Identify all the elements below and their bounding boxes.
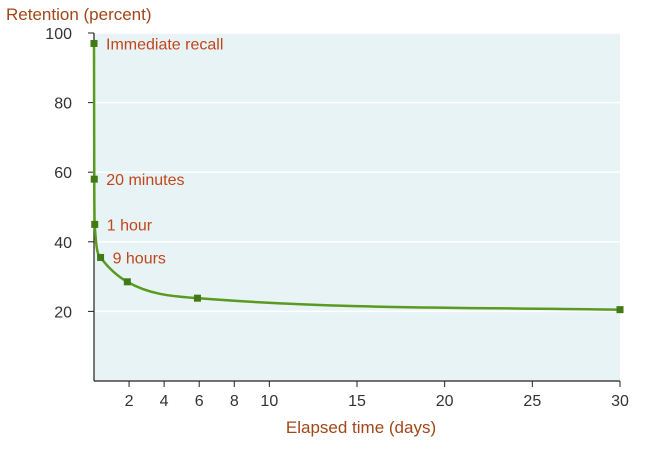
plot-background — [94, 33, 620, 381]
annotation-label: Immediate recall — [106, 36, 223, 53]
annotation-label: 1 hour — [107, 217, 153, 234]
data-point-marker — [90, 175, 98, 183]
x-tick-label: 15 — [348, 393, 366, 410]
y-tick-label: 60 — [54, 165, 72, 182]
x-tick-label: 6 — [195, 393, 204, 410]
annotations: Immediate recall 20 minutes 1 hour 9 hours — [106, 36, 223, 267]
x-tick-label: 8 — [230, 393, 239, 410]
data-point-marker — [97, 253, 105, 261]
y-tick-label: 20 — [54, 304, 72, 321]
x-tick-label: 25 — [523, 393, 541, 410]
x-tick-label: 10 — [260, 393, 278, 410]
x-tick-label: 30 — [611, 393, 629, 410]
x-tick-label: 2 — [125, 393, 134, 410]
x-tick-label: 4 — [160, 393, 169, 410]
data-point-marker — [616, 306, 624, 314]
x-axis-title: Elapsed time (days) — [286, 418, 436, 437]
y-axis-title: Retention (percent) — [6, 5, 152, 24]
data-point-marker — [90, 39, 98, 47]
y-tick-label: 100 — [45, 26, 72, 43]
tick-labels: 20 40 60 80 100 2 4 6 8 10 15 20 25 30 — [45, 26, 629, 410]
data-point-marker — [123, 278, 131, 286]
y-tick-label: 80 — [54, 96, 72, 113]
annotation-label: 9 hours — [113, 250, 166, 267]
data-markers — [90, 39, 624, 314]
annotation-label: 20 minutes — [106, 172, 184, 189]
grid-lines — [94, 32, 620, 313]
x-tick-label: 20 — [436, 393, 454, 410]
y-tick-label: 40 — [54, 235, 72, 252]
data-point-marker — [193, 294, 201, 302]
data-point-marker — [91, 220, 99, 228]
